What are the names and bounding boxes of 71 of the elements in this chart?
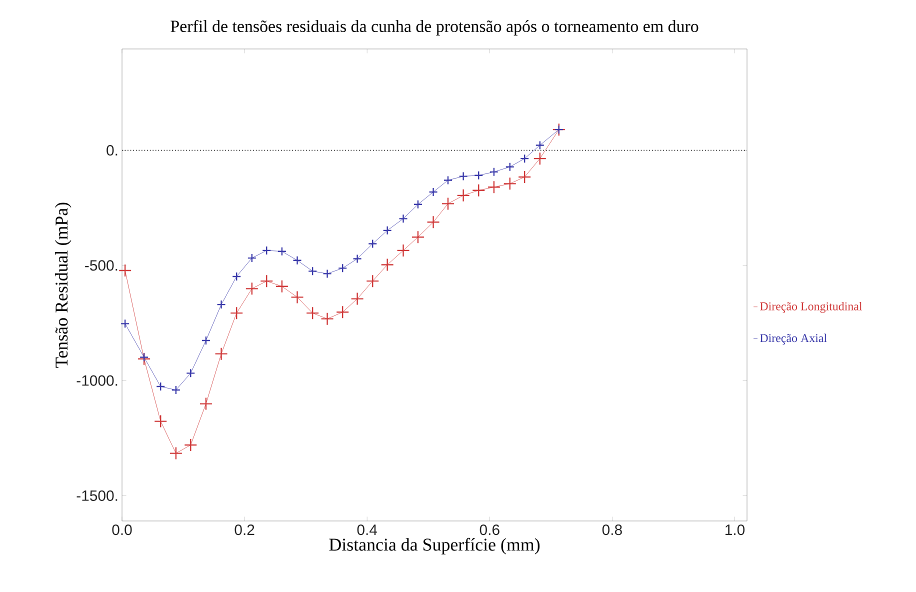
point [154, 414, 168, 428]
point [169, 446, 183, 460]
point [214, 347, 228, 360]
point [320, 312, 334, 326]
point [338, 264, 348, 273]
point [230, 306, 244, 320]
x-tick-label: 0.0 [112, 524, 132, 536]
point [411, 230, 425, 244]
x-tick-label: 0.8 [602, 524, 622, 536]
point [413, 200, 423, 209]
point [426, 216, 440, 229]
point [290, 290, 304, 304]
point [199, 397, 213, 410]
point [156, 382, 166, 392]
point [232, 272, 242, 282]
point [505, 162, 514, 172]
point [350, 292, 364, 306]
point [277, 246, 287, 256]
y-tick-label: -500. [85, 260, 118, 271]
point [201, 336, 211, 346]
point [518, 170, 532, 184]
point [216, 300, 226, 310]
point [382, 226, 392, 236]
point [458, 172, 468, 181]
point [535, 140, 545, 150]
point [503, 177, 516, 190]
point [245, 282, 259, 296]
point [520, 154, 530, 164]
point [474, 170, 484, 180]
point [441, 197, 455, 210]
point [247, 253, 257, 263]
point [472, 184, 486, 197]
point [186, 368, 196, 378]
x-tick-label: 0.4 [357, 524, 378, 536]
point [489, 167, 499, 177]
legend-label: Direção Axial [760, 334, 827, 345]
y-tick-label: -1000. [76, 375, 118, 386]
point [292, 256, 302, 265]
point [262, 246, 272, 256]
point [398, 214, 408, 224]
point [380, 258, 394, 272]
point [428, 187, 438, 197]
point [308, 266, 318, 276]
x-axis-title: Distancia da Superfície (mm) [329, 538, 540, 554]
y-axis-title: Tensão Residual (mPa) [55, 202, 72, 368]
x-tick-label: 0.2 [234, 524, 254, 536]
point [184, 438, 198, 452]
point [118, 264, 132, 278]
point [139, 352, 149, 362]
point [171, 385, 181, 395]
point [396, 244, 410, 258]
point [366, 274, 380, 288]
point [275, 280, 289, 293]
point [456, 188, 470, 202]
point [487, 180, 501, 194]
point [306, 306, 320, 320]
y-tick-label: -1500. [76, 490, 118, 501]
point [352, 254, 362, 264]
chart-title: Perfil de tensões residuais da cunha de protensão após o torneamento em duro [170, 20, 698, 36]
y-tick-label: 0. [106, 145, 118, 156]
x-tick-label: 0.6 [480, 524, 500, 536]
point [336, 306, 350, 319]
point [260, 274, 274, 288]
point [368, 239, 378, 248]
point [137, 352, 151, 366]
x-tick-label: 1.0 [726, 524, 745, 536]
point [120, 319, 130, 328]
point [443, 176, 453, 185]
point [533, 152, 547, 166]
point [322, 269, 332, 278]
legend-label: Direção Longitudinal [760, 302, 862, 313]
